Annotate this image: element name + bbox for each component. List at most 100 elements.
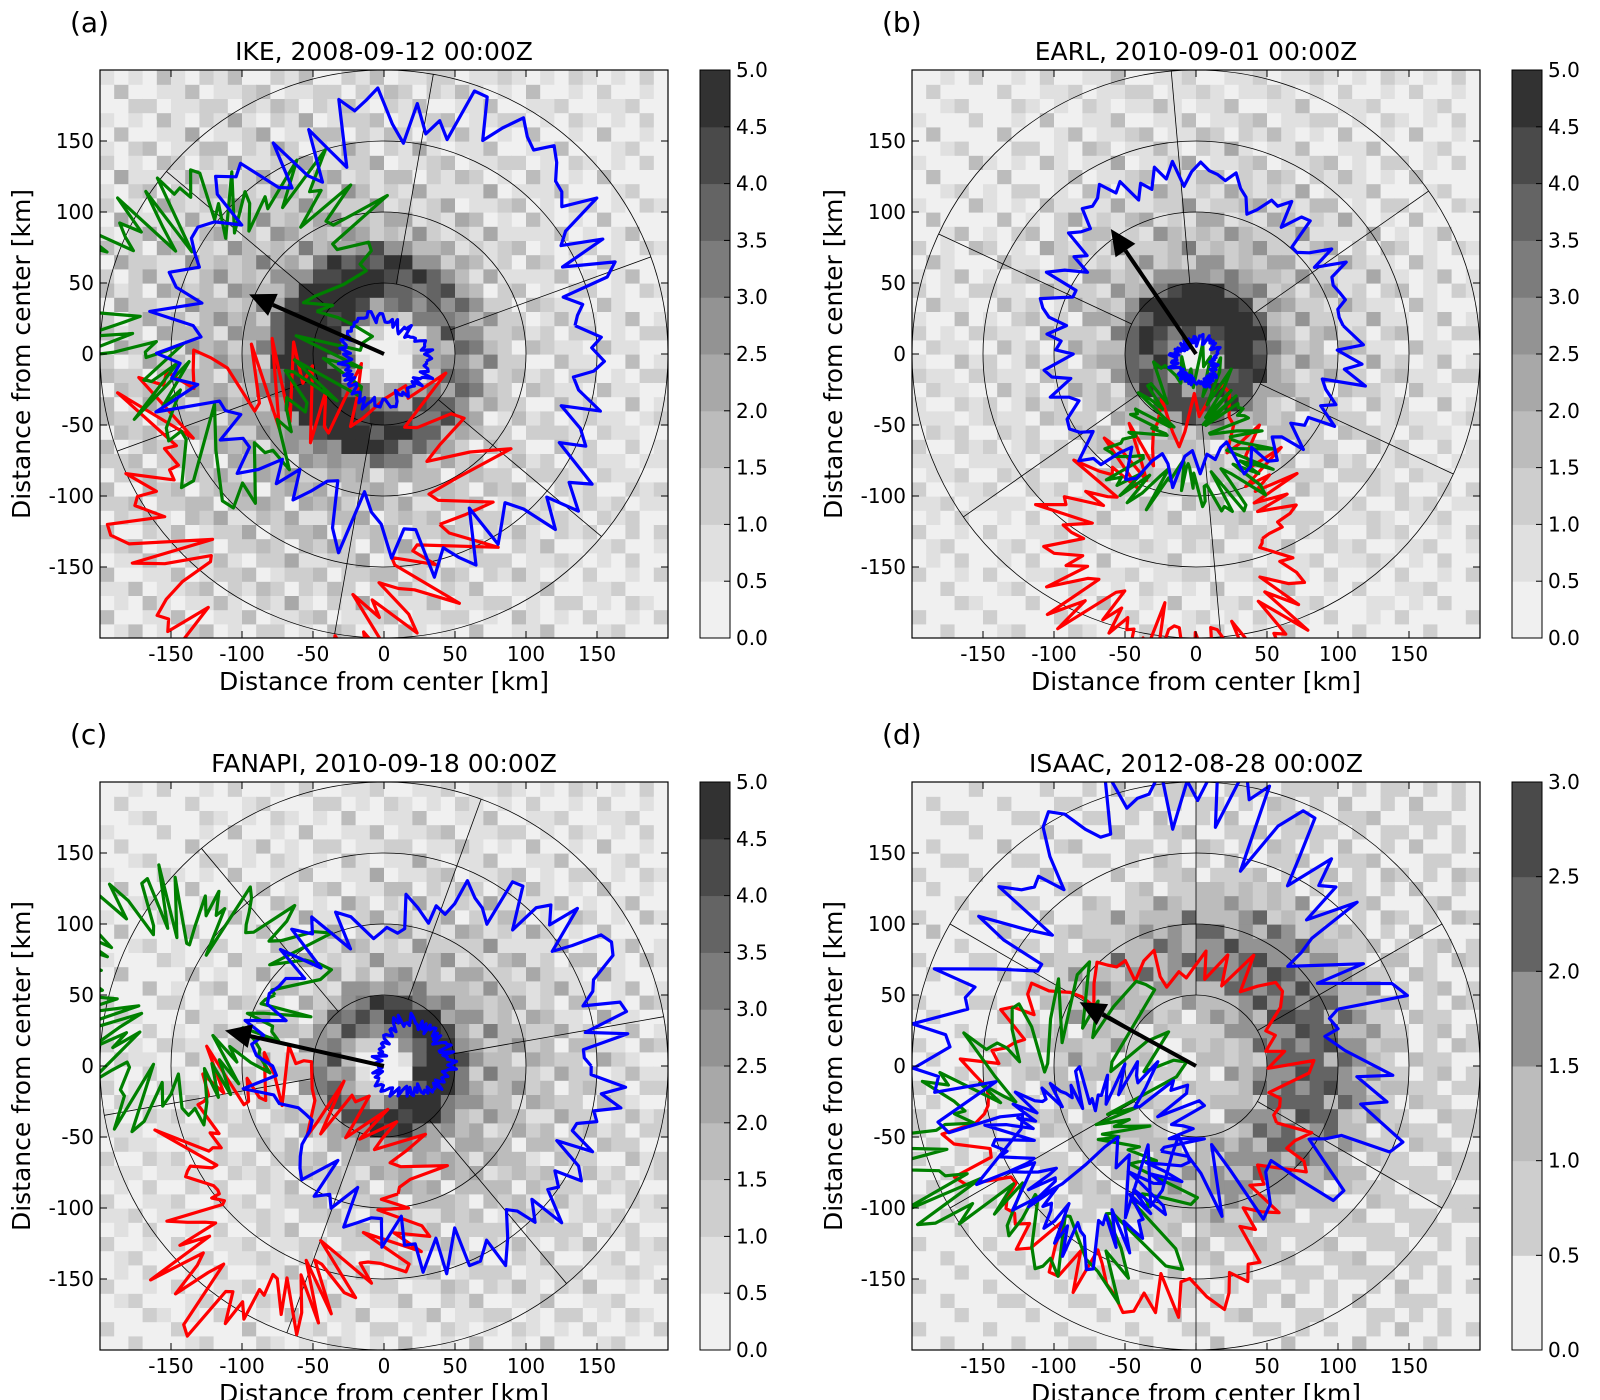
y-tick-label: -150 xyxy=(861,1267,906,1291)
colorbar-tick-label: 4.0 xyxy=(736,172,768,196)
colorbar-segment xyxy=(700,581,730,639)
colorbar-segment xyxy=(1512,1066,1542,1162)
x-tick-label: -50 xyxy=(297,642,330,666)
colorbar-segment xyxy=(700,1122,730,1181)
y-tick-label: -100 xyxy=(861,484,906,508)
colorbar-tick-label: 5.0 xyxy=(736,770,768,794)
contour-green xyxy=(100,863,334,1134)
colorbar-tick-label: 4.5 xyxy=(736,115,768,139)
colorbar-segment xyxy=(1512,524,1542,582)
x-tick-label: 0 xyxy=(1190,1354,1203,1378)
colorbar-segment xyxy=(700,838,730,897)
y-tick-label: 100 xyxy=(56,912,94,936)
contour-red xyxy=(1033,383,1310,638)
colorbar-segment xyxy=(1512,971,1542,1067)
contour-blue-inner xyxy=(983,1060,1207,1272)
colorbar-tick-label: 2.0 xyxy=(1548,399,1580,423)
y-tick-label: 50 xyxy=(69,271,94,295)
colorbar-tick-label: 3.0 xyxy=(1548,285,1580,309)
x-tick-label: 50 xyxy=(442,642,467,666)
x-axis-label: Distance from center [km] xyxy=(219,667,549,696)
y-tick-label: 50 xyxy=(69,983,94,1007)
radial-spoke xyxy=(949,1101,1135,1209)
colorbar-tick-label: 3.5 xyxy=(1548,228,1580,252)
colorbar-tick-label: 3.0 xyxy=(736,997,768,1021)
colorbar-segment xyxy=(1512,240,1542,298)
colorbar-segment xyxy=(1512,354,1542,412)
motion-arrow xyxy=(1101,1012,1197,1068)
colorbar-segment xyxy=(1512,70,1542,128)
colorbar-segment xyxy=(1512,1160,1542,1256)
colorbar-segment xyxy=(1512,410,1542,469)
x-tick-label: 50 xyxy=(1254,1354,1279,1378)
x-tick-label: 0 xyxy=(378,642,391,666)
y-axis-label: Distance from center [km] xyxy=(819,901,848,1231)
colorbar-tick-label: 4.5 xyxy=(1548,115,1580,139)
colorbar-segment xyxy=(700,354,730,412)
y-tick-label: 150 xyxy=(868,129,906,153)
y-tick-label: -150 xyxy=(49,555,94,579)
x-tick-label: -50 xyxy=(1109,642,1142,666)
panel-title: ISAAC, 2012-08-28 00:00Z xyxy=(1029,749,1363,778)
y-tick-label: -50 xyxy=(873,413,906,437)
colorbar-segment xyxy=(1512,183,1542,241)
x-tick-label: 150 xyxy=(1390,642,1428,666)
radial-spoke xyxy=(453,1016,664,1055)
y-tick-label: 100 xyxy=(868,912,906,936)
x-tick-label: 150 xyxy=(578,642,616,666)
y-tick-label: -50 xyxy=(873,1125,906,1149)
colorbar-segment xyxy=(1512,1255,1542,1351)
radial-spoke xyxy=(1257,1101,1443,1209)
radial-spoke xyxy=(450,256,652,331)
colorbar-tick-label: 3.5 xyxy=(736,940,768,964)
colorbar-segment xyxy=(700,410,730,469)
colorbar-tick-label: 1.0 xyxy=(1548,512,1580,536)
x-tick-label: -150 xyxy=(148,1354,193,1378)
radial-spoke xyxy=(429,1120,567,1284)
x-tick-label: 50 xyxy=(442,1354,467,1378)
panel-c: -150 -100 -50 0 50 100 150 -150 -100 -50 0 50 100 150… xyxy=(7,718,768,1400)
motion-arrow-head xyxy=(1079,1002,1109,1026)
y-axis-label: Distance from center [km] xyxy=(819,189,848,519)
colorbar-tick-label: 2.5 xyxy=(1548,865,1580,889)
plot-area xyxy=(912,782,1480,1350)
motion-arrow xyxy=(1123,249,1198,356)
colorbar-tick-label: 1.5 xyxy=(736,456,768,480)
y-tick-label: 0 xyxy=(81,1054,94,1078)
x-axis-label: Distance from center [km] xyxy=(1031,1379,1361,1400)
motion-arrow xyxy=(272,303,385,356)
x-tick-label: 0 xyxy=(1190,642,1203,666)
colorbar-tick-label: 1.0 xyxy=(736,512,768,536)
panel-a: -150 -100 -50 0 50 100 150 -150 -100 -50 0 50 100 150… xyxy=(7,6,768,696)
intensity-field xyxy=(912,70,1480,638)
colorbar-segment xyxy=(1512,782,1542,878)
y-tick-label: 150 xyxy=(56,129,94,153)
contour-red xyxy=(149,1043,449,1338)
colorbar-tick-label: 0.0 xyxy=(736,626,768,650)
x-tick-label: 150 xyxy=(578,1354,616,1378)
x-tick-label: -150 xyxy=(960,1354,1005,1378)
colorbar-segment xyxy=(700,467,730,525)
colorbar-segment xyxy=(700,895,730,953)
colorbar-segment xyxy=(700,782,730,840)
x-tick-label: 100 xyxy=(507,642,545,666)
contour-green xyxy=(912,960,1200,1305)
x-tick-label: -100 xyxy=(219,642,264,666)
colorbar-tick-label: 0.0 xyxy=(736,1338,768,1362)
y-axis-label: Distance from center [km] xyxy=(7,189,36,519)
motion-arrow xyxy=(249,1034,385,1068)
colorbar-segment xyxy=(700,240,730,298)
y-tick-label: 50 xyxy=(881,983,906,1007)
panel-title: FANAPI, 2010-09-18 00:00Z xyxy=(211,749,557,778)
colorbar-tick-label: 1.0 xyxy=(736,1224,768,1248)
colorbar: 0.0 0.5 1.0 1.5 2.0 2.5 3.0 3.5 4.0 4.5 5.0 xyxy=(1511,58,1580,650)
y-tick-label: -150 xyxy=(49,1267,94,1291)
y-tick-label: -100 xyxy=(861,1196,906,1220)
colorbar-segment xyxy=(700,1179,730,1237)
y-tick-label: -100 xyxy=(49,1196,94,1220)
colorbar-segment xyxy=(700,126,730,185)
panel-label: (c) xyxy=(70,718,107,751)
colorbar-tick-label: 5.0 xyxy=(1548,58,1580,82)
motion-arrow-head xyxy=(1110,229,1136,258)
colorbar-tick-label: 3.0 xyxy=(736,285,768,309)
